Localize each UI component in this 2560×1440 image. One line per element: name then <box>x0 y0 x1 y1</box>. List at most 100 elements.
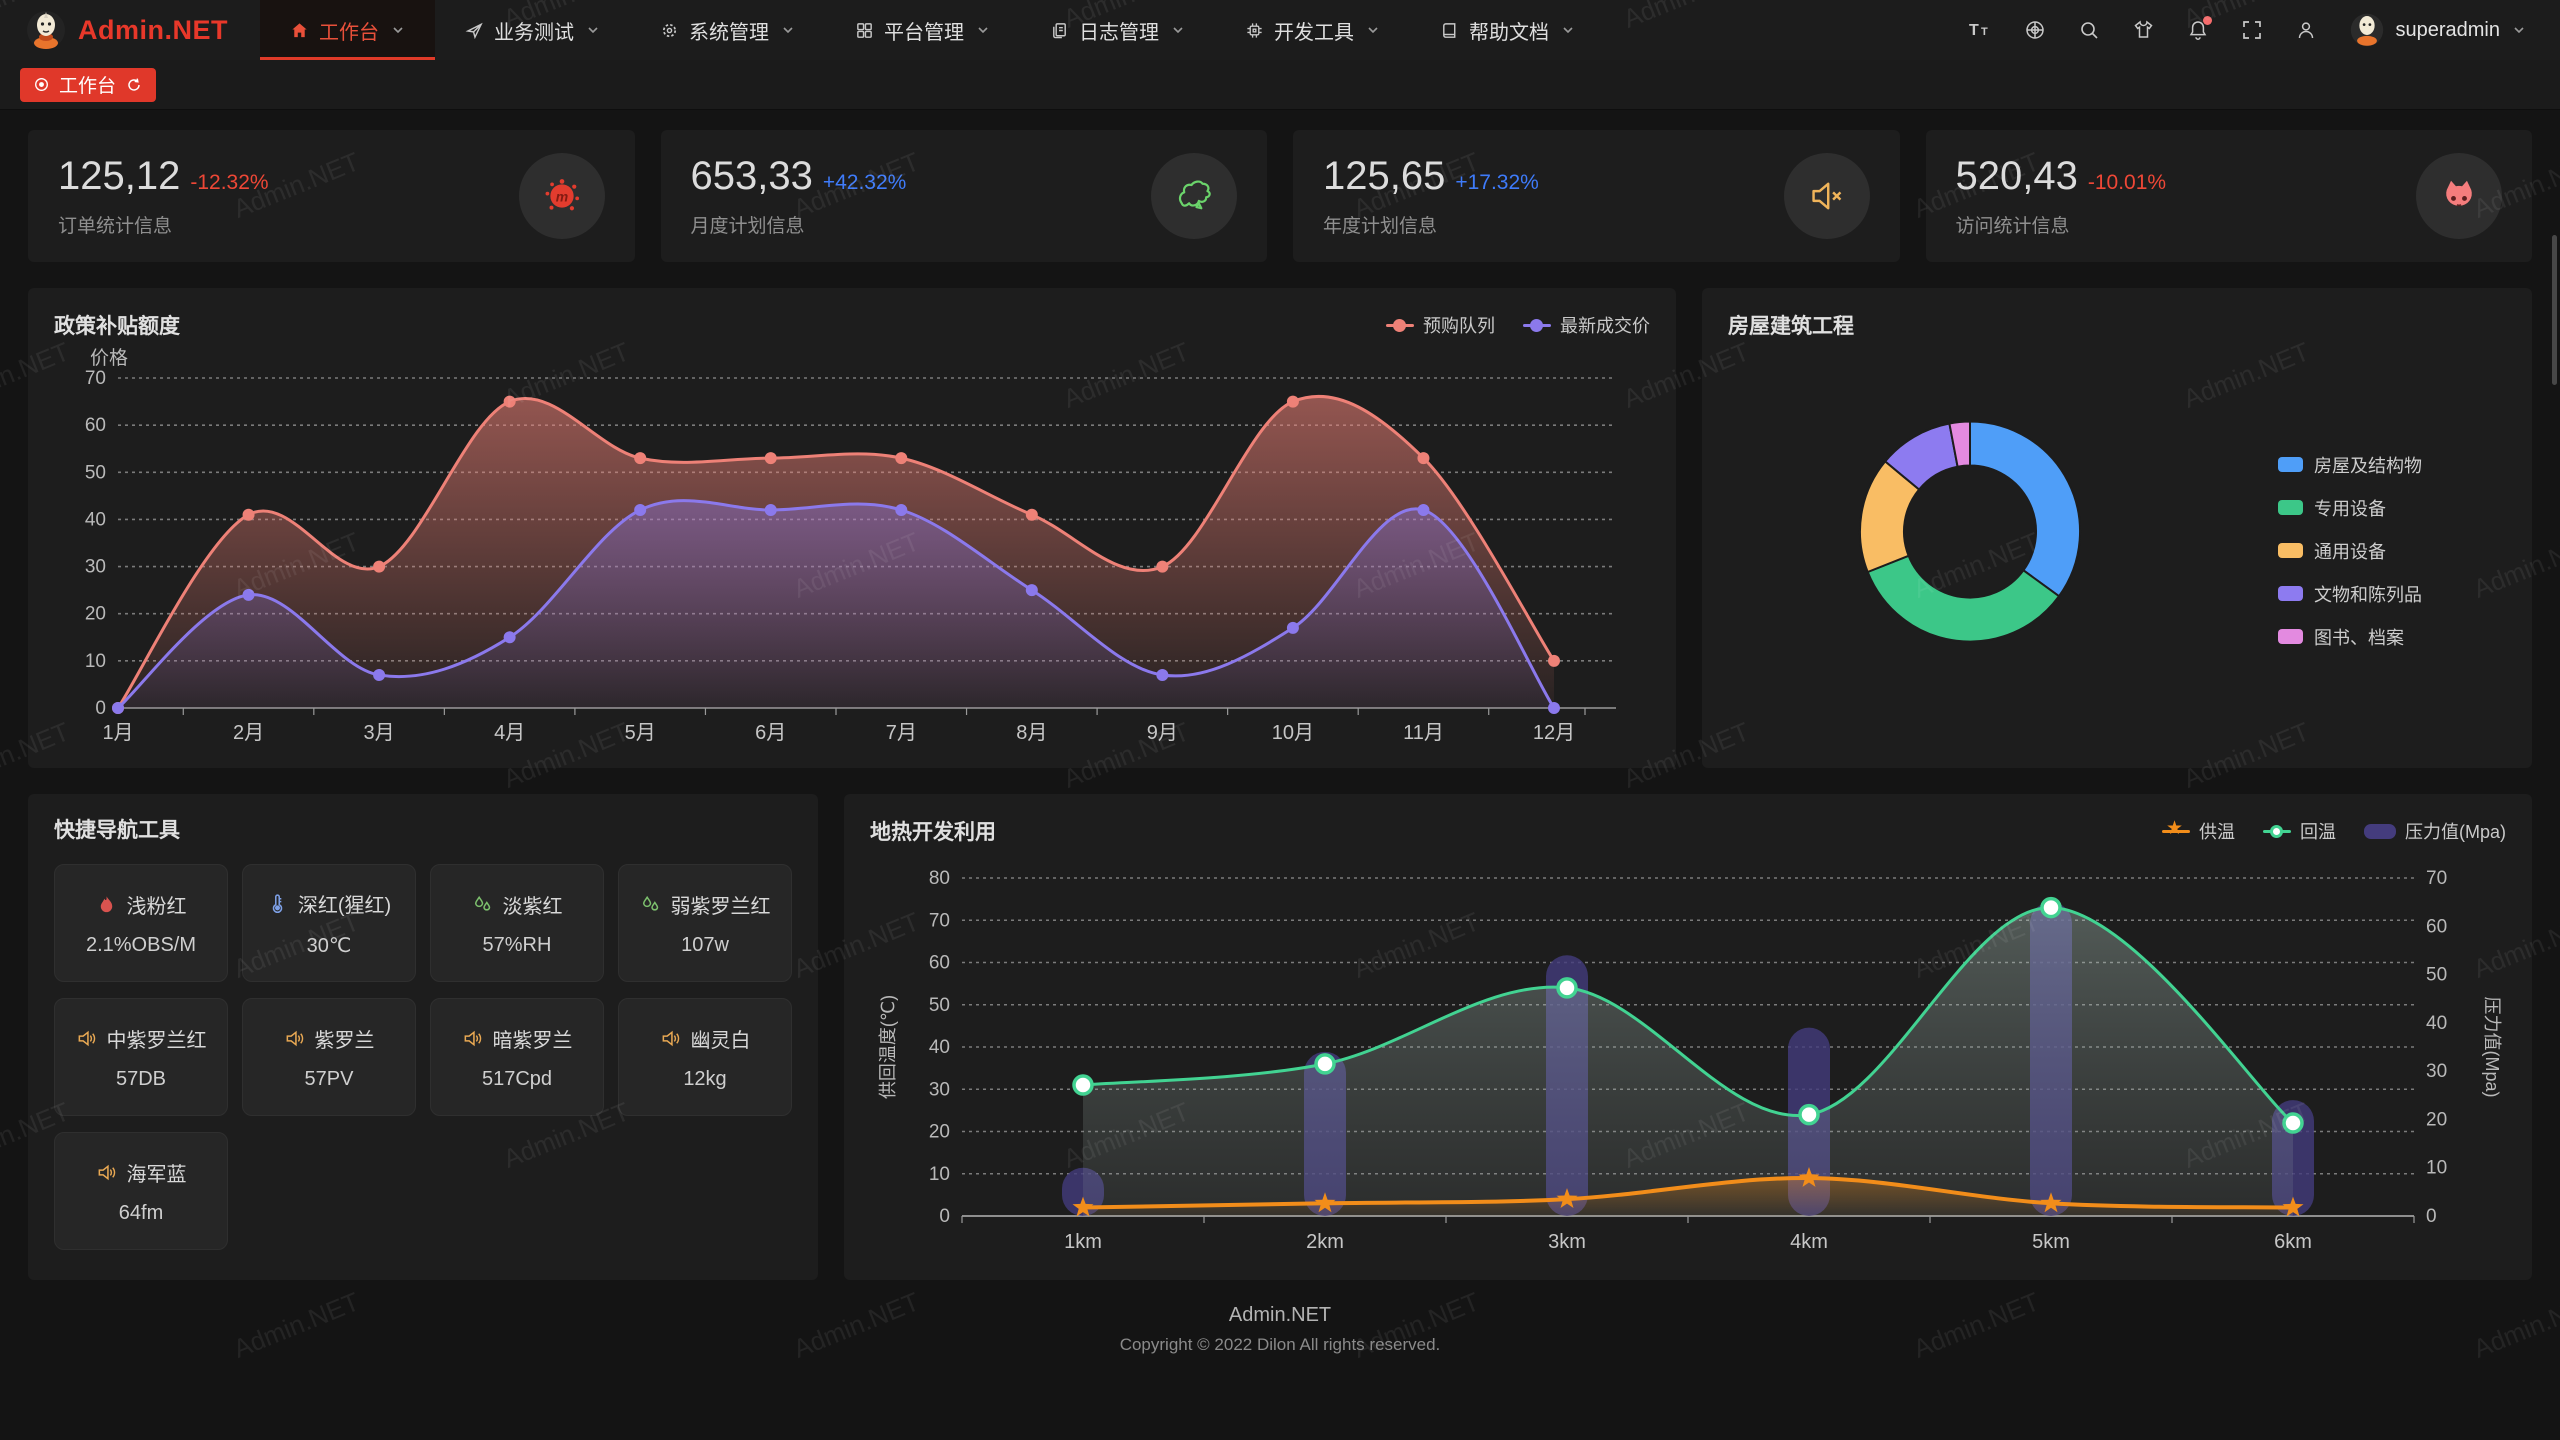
nav-btn-medium-violet-red[interactable]: 中紫罗兰红 57DB <box>54 998 228 1116</box>
stat-value: 653,33 <box>690 154 813 198</box>
menu-item-docs[interactable]: 帮助文档 <box>1410 0 1605 60</box>
logo-avatar-icon <box>26 10 66 50</box>
bottom-row: 快捷导航工具 浅粉红 2.1%OBS/M 深红(猩红) 30℃ 淡紫红 57%R… <box>28 794 2532 1280</box>
legend-swatch <box>2278 543 2303 558</box>
legend-label: 预购队列 <box>1423 316 1495 336</box>
menu-item-workbench[interactable]: 工作台 <box>260 0 435 60</box>
legend-label: 房屋及结构物 <box>2314 455 2422 476</box>
nav-btn-weak-violet-red[interactable]: 弱紫罗兰红 107w <box>618 864 792 982</box>
stat-value: 125,65 <box>1323 154 1446 198</box>
menu-item-business-test[interactable]: 业务测试 <box>435 0 630 60</box>
nav-btn-label: 幽灵白 <box>690 1029 751 1052</box>
refresh-icon[interactable] <box>126 77 142 93</box>
stat-card-monthly: 653,33 +42.32% 月度计划信息 <box>660 130 1267 262</box>
nav-btn-crimson[interactable]: 深红(猩红) 30℃ <box>242 864 416 982</box>
legend-item-preorder[interactable]: 预购队列 <box>1386 312 1495 338</box>
legend-line-marker <box>2262 824 2291 838</box>
menu-item-system[interactable]: 系统管理 <box>630 0 825 60</box>
nav-btn-pale-violet[interactable]: 淡紫红 57%RH <box>430 864 604 982</box>
legend-item-latest-price[interactable]: 最新成交价 <box>1523 312 1650 338</box>
nav-btn-value: 57PV <box>304 1067 354 1090</box>
svg-text:50: 50 <box>2426 965 2447 986</box>
nav-btn-label: 海军蓝 <box>126 1163 187 1186</box>
legend-item-pressure[interactable]: 压力值(Mpa) <box>2363 818 2506 844</box>
legend-dot-marker <box>1530 318 1543 332</box>
menu-item-devtools[interactable]: 开发工具 <box>1215 0 1410 60</box>
quick-nav-card: 快捷导航工具 浅粉红 2.1%OBS/M 深红(猩红) 30℃ 淡紫红 57%R… <box>28 794 818 1280</box>
svg-text:压力值(Mpa): 压力值(Mpa) <box>2482 996 2502 1097</box>
humidity-icon <box>472 894 493 915</box>
fullscreen-icon[interactable] <box>2241 19 2263 41</box>
legend-item-supply-temp[interactable]: ★ 供温 <box>2161 818 2235 844</box>
language-icon[interactable] <box>2024 19 2046 41</box>
svg-text:30: 30 <box>85 557 106 578</box>
geothermal-chart[interactable]: 0 10 20 30 40 50 60 70 80 0 10 20 30 40 50 60 70 供回温度(℃) 压… <box>870 848 2506 1271</box>
chart-title: 房屋建筑工程 <box>1728 315 1854 338</box>
legend-line-marker <box>1523 318 1551 332</box>
brand[interactable]: Admin.NET <box>0 0 260 60</box>
legend-item-structures[interactable]: 房屋及结构物 <box>2278 452 2506 478</box>
svg-text:T: T <box>1981 26 1988 38</box>
svg-text:11月: 11月 <box>1403 722 1444 744</box>
app-title: Admin.NET <box>78 14 228 45</box>
chevron-down-icon <box>1561 23 1575 37</box>
svg-text:供回温度(℃): 供回温度(℃) <box>878 995 898 1099</box>
profile-icon[interactable] <box>2295 19 2317 41</box>
nav-btn-value: 57%RH <box>482 933 552 956</box>
nav-btn-ghost-white[interactable]: 幽灵白 12kg <box>618 998 792 1116</box>
stat-card-visits: 520,43 -10.01% 访问统计信息 <box>1925 130 2532 262</box>
workbench-page: 125,12 -12.32% 订单统计信息 m 653,33 +42.32% 月… <box>0 110 2560 1355</box>
speaker-mute-icon <box>1783 153 1870 239</box>
legend-label: 供温 <box>2198 822 2235 842</box>
chevron-down-icon <box>781 23 795 37</box>
legend-swatch <box>2278 500 2303 515</box>
theme-shirt-icon[interactable] <box>2132 19 2155 41</box>
stat-value-wrap: 520,43 -10.01% <box>1956 154 2167 199</box>
notification-bell-icon[interactable] <box>2187 16 2213 41</box>
legend-item-artifacts[interactable]: 文物和陈列品 <box>2278 581 2506 607</box>
legend-item-books-archives[interactable]: 图书、档案 <box>2278 624 2506 650</box>
svg-text:60: 60 <box>85 415 106 436</box>
nav-btn-violet[interactable]: 紫罗兰 57PV <box>242 998 416 1116</box>
scrollbar-thumb[interactable] <box>2552 235 2557 385</box>
legend-dot-marker <box>1393 318 1406 332</box>
svg-text:2km: 2km <box>1306 1231 1344 1253</box>
svg-text:6月: 6月 <box>755 722 786 744</box>
nav-btn-value: 64fm <box>118 1201 164 1224</box>
top-navbar: Admin.NET 工作台 业务测试 系统管理 平台管理 日志管理 <box>0 0 2560 60</box>
svg-text:70: 70 <box>85 368 106 389</box>
building-donut-chart[interactable] <box>1728 342 2278 759</box>
chip-icon <box>1245 21 1264 40</box>
menu-label: 开发工具 <box>1274 21 1354 44</box>
nav-btn-dark-violet[interactable]: 暗紫罗兰 517Cpd <box>430 998 604 1116</box>
user-avatar <box>2349 12 2385 48</box>
legend-item-special-equipment[interactable]: 专用设备 <box>2278 495 2506 521</box>
svg-text:70: 70 <box>929 910 950 931</box>
legend-item-general-equipment[interactable]: 通用设备 <box>2278 538 2506 564</box>
menu-item-logs[interactable]: 日志管理 <box>1020 0 1215 60</box>
stat-delta: -10.01% <box>2087 171 2167 194</box>
stat-label: 订单统计信息 <box>58 216 173 237</box>
legend-item-return-temp[interactable]: 回温 <box>2262 818 2336 844</box>
grid-icon <box>855 21 874 40</box>
search-icon[interactable] <box>2078 19 2100 41</box>
svg-text:2月: 2月 <box>233 722 264 744</box>
send-icon <box>465 21 484 40</box>
nav-btn-navy-blue[interactable]: 海军蓝 64fm <box>54 1132 228 1250</box>
policy-subsidy-chart[interactable]: 价格 0 10 20 30 40 50 60 70 1月 2月 3月 4月 5月 6月 7月 8月 9月 10月 11… <box>54 342 1650 759</box>
menu-label: 平台管理 <box>884 21 964 44</box>
card-head: 地热开发利用 ★ 供温 回温 压力值(Mpa) <box>870 814 2506 848</box>
svg-text:8月: 8月 <box>1016 722 1047 744</box>
nav-btn-light-pink[interactable]: 浅粉红 2.1%OBS/M <box>54 864 228 982</box>
stat-value-wrap: 125,12 -12.32% <box>58 154 269 199</box>
svg-text:6km: 6km <box>2274 1231 2312 1253</box>
svg-text:4km: 4km <box>1790 1231 1828 1253</box>
user-menu[interactable]: superadmin <box>2349 12 2526 48</box>
pie-body: 房屋及结构物 专用设备 通用设备 文物和陈列品 图书、档案 <box>1728 342 2506 759</box>
menu-item-platform[interactable]: 平台管理 <box>825 0 1020 60</box>
card-head: 房屋建筑工程 <box>1728 308 2506 342</box>
tab-workbench[interactable]: 工作台 <box>20 67 157 102</box>
svg-text:0: 0 <box>95 698 106 719</box>
